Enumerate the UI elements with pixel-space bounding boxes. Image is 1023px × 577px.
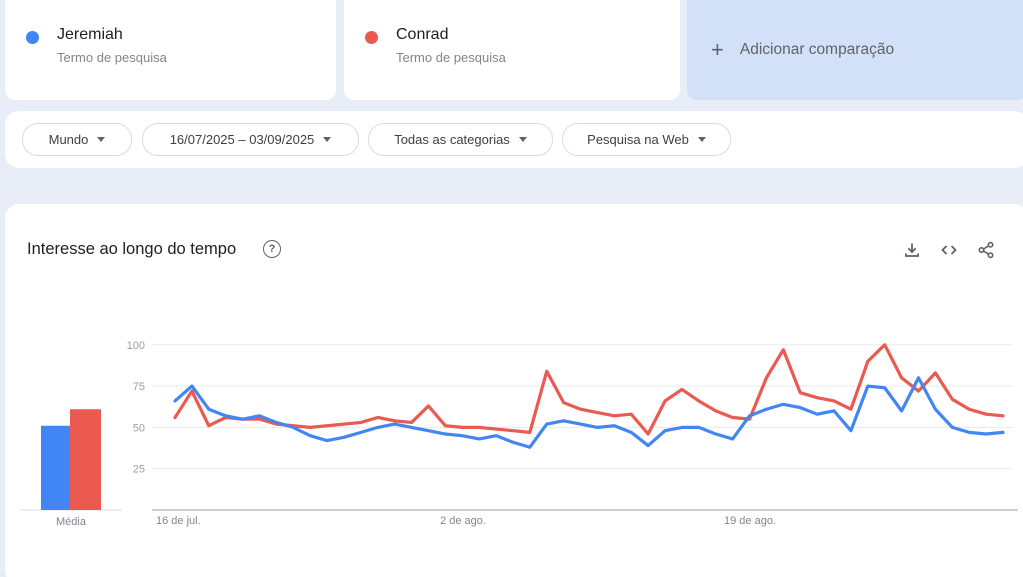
x-tick-label: 16 de jul. bbox=[156, 515, 201, 527]
search-term-type: Termo de pesquisa bbox=[57, 50, 167, 65]
series-line-conrad bbox=[173, 343, 1005, 436]
series-color-dot-conrad bbox=[365, 31, 378, 44]
chart-title: Interesse ao longo do tempo bbox=[27, 240, 237, 258]
share-icon[interactable] bbox=[977, 241, 995, 264]
y-tick-label: 25 bbox=[133, 464, 145, 476]
chart-actions bbox=[903, 241, 995, 264]
download-icon[interactable] bbox=[903, 241, 921, 264]
interest-over-time-card: 25 50 75 100 16 de jul. 2 de ago. 19 de ago. Mé… bbox=[5, 204, 1023, 577]
search-term-label: Conrad bbox=[396, 26, 449, 43]
add-comparison-label: Adicionar comparação bbox=[739, 41, 895, 58]
region-filter-dropdown[interactable]: Mundo bbox=[22, 123, 132, 156]
y-tick-label: 75 bbox=[133, 381, 145, 393]
chevron-down-icon bbox=[323, 137, 332, 142]
chevron-down-icon bbox=[97, 137, 106, 142]
chevron-down-icon bbox=[518, 137, 527, 142]
average-bar-jeremiah bbox=[41, 425, 70, 510]
search-term-label: Jeremiah bbox=[57, 26, 123, 43]
filter-bar: Mundo 16/07/2025 – 03/09/2025 Todas as c… bbox=[5, 111, 1023, 168]
help-icon[interactable]: ? bbox=[263, 240, 281, 258]
chevron-down-icon bbox=[697, 137, 706, 142]
y-tick-label: 50 bbox=[133, 422, 145, 434]
search-type-filter-label: Pesquisa na Web bbox=[587, 132, 689, 147]
search-type-filter-dropdown[interactable]: Pesquisa na Web bbox=[562, 123, 731, 156]
y-tick-label: 100 bbox=[127, 340, 145, 352]
category-filter-label: Todas as categorias bbox=[394, 132, 510, 147]
comparison-card-conrad[interactable]: Conrad Termo de pesquisa bbox=[344, 0, 680, 100]
category-filter-dropdown[interactable]: Todas as categorias bbox=[368, 123, 553, 156]
series-color-dot-jeremiah bbox=[26, 31, 39, 44]
x-tick-label: 19 de ago. bbox=[724, 515, 776, 527]
interest-over-time-chart[interactable]: 25 50 75 100 16 de jul. 2 de ago. 19 de ago. Mé… bbox=[5, 204, 1023, 544]
comparison-card-jeremiah[interactable]: Jeremiah Termo de pesquisa bbox=[5, 0, 336, 100]
plus-icon: + bbox=[711, 37, 724, 62]
date-range-filter-label: 16/07/2025 – 03/09/2025 bbox=[169, 132, 315, 147]
search-term-type: Termo de pesquisa bbox=[396, 50, 506, 65]
series-line-jeremiah bbox=[173, 376, 1005, 449]
embed-icon[interactable] bbox=[940, 241, 958, 264]
region-filter-label: Mundo bbox=[48, 132, 89, 147]
add-comparison-button[interactable]: + Adicionar comparação bbox=[687, 0, 1023, 100]
x-tick-label: 2 de ago. bbox=[440, 515, 486, 527]
average-bar-conrad bbox=[70, 409, 101, 510]
date-range-filter-dropdown[interactable]: 16/07/2025 – 03/09/2025 bbox=[142, 123, 359, 156]
average-axis-label: Média bbox=[56, 516, 87, 528]
